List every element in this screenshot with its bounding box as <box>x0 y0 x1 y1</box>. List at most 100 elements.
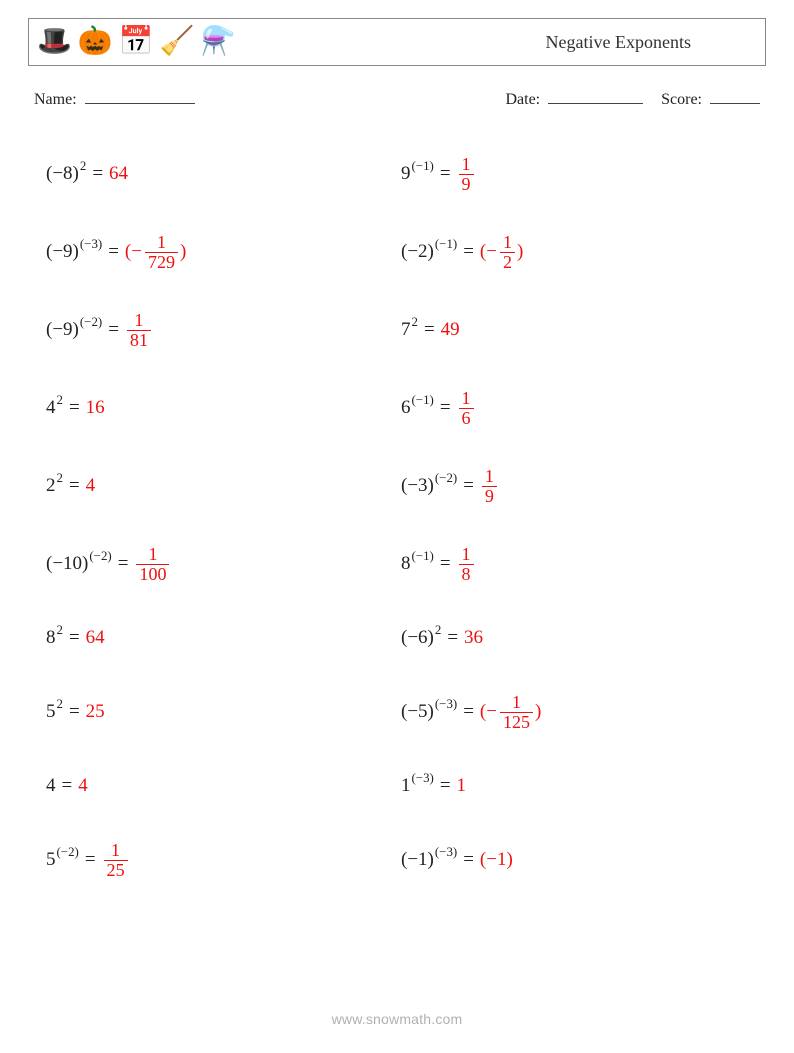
base: (−6) <box>401 627 434 649</box>
answer: 64 <box>109 163 128 185</box>
problem-expression: 9(−1) <box>401 163 434 185</box>
base: (−2) <box>401 241 434 263</box>
problem-expression: 5(−2) <box>46 849 79 871</box>
exponent: (−3) <box>435 696 457 712</box>
equals-sign: = <box>69 627 80 649</box>
equals-sign: = <box>440 163 451 185</box>
base: (−8) <box>46 163 79 185</box>
exponent: (−2) <box>435 470 457 486</box>
score-blank[interactable] <box>710 88 760 104</box>
exponent: 2 <box>57 470 63 486</box>
problem-expression: 72 <box>401 319 418 341</box>
answer: (−1729) <box>125 233 186 272</box>
equals-sign: = <box>62 775 73 797</box>
answer: 36 <box>464 627 483 649</box>
problem-expression: (−6)2 <box>401 627 441 649</box>
base: (−3) <box>401 475 434 497</box>
potion-icon: ⚗️ <box>201 28 236 56</box>
problem-row: (−9)(−3)=(−1729) <box>46 215 393 289</box>
answer: 1100 <box>134 545 171 584</box>
problem-expression: (−3)(−2) <box>401 475 457 497</box>
equals-sign: = <box>69 475 80 497</box>
problem-row: 42=16 <box>46 371 393 445</box>
problem-expression: (−10)(−2) <box>46 553 112 575</box>
base: 8 <box>46 627 56 649</box>
base: (−9) <box>46 241 79 263</box>
problem-expression: 52 <box>46 701 63 723</box>
exponent: (−2) <box>57 844 79 860</box>
problems-grid: (−8)2=649(−1)=19(−9)(−3)=(−1729)(−2)(−1)… <box>28 137 766 901</box>
exponent: (−2) <box>80 314 102 330</box>
base: 1 <box>401 775 411 797</box>
answer: 4 <box>86 475 96 497</box>
problem-row: 6(−1) = 16 <box>401 371 748 445</box>
answer: 181 <box>125 311 153 350</box>
answer: (−1) <box>480 849 513 871</box>
score-label: Score: <box>661 91 702 108</box>
base: 9 <box>401 163 411 185</box>
problem-expression: 4 <box>46 775 56 797</box>
equals-sign: = <box>69 701 80 723</box>
base: 5 <box>46 701 56 723</box>
problem-row: (−10)(−2) =1100 <box>46 527 393 601</box>
meta-row: Name: Date: Score: <box>28 88 766 109</box>
name-blank[interactable] <box>85 88 195 104</box>
base: (−9) <box>46 319 79 341</box>
equals-sign: = <box>440 775 451 797</box>
equals-sign: = <box>108 319 119 341</box>
exponent: (−3) <box>412 770 434 786</box>
equals-sign: = <box>118 553 129 575</box>
answer: 125 <box>102 841 130 880</box>
name-field: Name: <box>34 88 195 109</box>
problem-expression: 1(−3) <box>401 775 434 797</box>
equals-sign: = <box>85 849 96 871</box>
problem-row: (−9)(−2) = 181 <box>46 293 393 367</box>
answer: 64 <box>86 627 105 649</box>
problem-expression: 8(−1) <box>401 553 434 575</box>
problem-row: 8(−1)=18 <box>401 527 748 601</box>
date-label: Date: <box>505 91 540 108</box>
equals-sign: = <box>440 553 451 575</box>
base: 4 <box>46 397 56 419</box>
answer: 16 <box>86 397 105 419</box>
exponent: (−1) <box>412 548 434 564</box>
answer: 16 <box>457 389 476 428</box>
equals-sign: = <box>463 701 474 723</box>
equals-sign: = <box>463 241 474 263</box>
answer: (−12) <box>480 233 523 272</box>
problem-row: 52 = 25 <box>46 675 393 749</box>
equals-sign: = <box>424 319 435 341</box>
problem-row: 9(−1)=19 <box>401 137 748 211</box>
exponent: (−1) <box>412 392 434 408</box>
witch-hat-icon: 🎩 <box>37 28 72 56</box>
pumpkin-icon: 🎃 <box>78 28 113 56</box>
answer: 49 <box>441 319 460 341</box>
header-icons: 🎩🎃📅🧹⚗️ <box>37 28 235 56</box>
base: (−5) <box>401 701 434 723</box>
equals-sign: = <box>440 397 451 419</box>
problem-expression: 82 <box>46 627 63 649</box>
answer: 25 <box>86 701 105 723</box>
equals-sign: = <box>92 163 103 185</box>
problem-row: (−2)(−1) = (−12) <box>401 215 748 289</box>
footer-text: www.snowmath.com <box>0 1011 794 1027</box>
answer: (−1125) <box>480 693 541 732</box>
base: 4 <box>46 775 56 797</box>
problem-expression: 42 <box>46 397 63 419</box>
problem-row: 72 = 49 <box>401 293 748 367</box>
problem-row: (−5)(−3) = (−1125) <box>401 675 748 749</box>
exponent: 2 <box>57 622 63 638</box>
problem-expression: 6(−1) <box>401 397 434 419</box>
date-field: Date: <box>505 88 643 109</box>
exponent: (−3) <box>80 236 102 252</box>
answer: 19 <box>480 467 499 506</box>
answer: 1 <box>457 775 467 797</box>
date-blank[interactable] <box>548 88 643 104</box>
exponent: (−1) <box>435 236 457 252</box>
answer: 4 <box>78 775 88 797</box>
exponent: 2 <box>57 696 63 712</box>
problem-row: (−8)2=64 <box>46 137 393 211</box>
base: 6 <box>401 397 411 419</box>
problem-row: 5(−2) = 125 <box>46 823 393 897</box>
exponent: (−2) <box>89 548 111 564</box>
